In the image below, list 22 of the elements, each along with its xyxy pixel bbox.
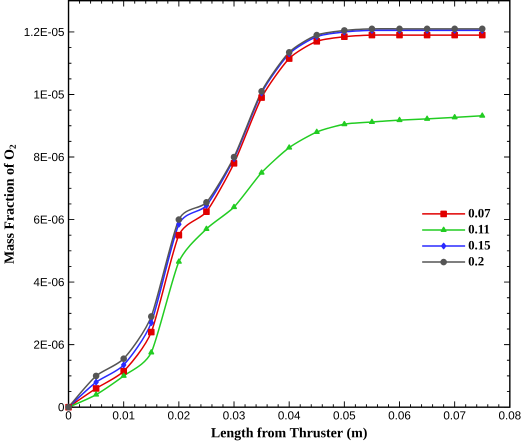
x-axis-title: Length from Thruster (m) (211, 427, 367, 440)
y-tick-label: 8E-06 (34, 152, 64, 162)
x-tick-label: 0 (66, 411, 72, 420)
legend-label: 0.11 (468, 224, 490, 234)
x-tick-label: 0.01 (112, 411, 134, 420)
x-tick-label: 0.04 (278, 411, 300, 420)
x-tick-label: 0.07 (444, 411, 466, 420)
x-tick-label: 0.06 (388, 411, 410, 420)
x-tick-label: 0.02 (168, 411, 190, 420)
y-axis-title: Mass Fraction of O$_{2}$ (4, 144, 16, 264)
y-tick-label: 6E-06 (34, 215, 64, 224)
legend-label: 0.07 (468, 208, 490, 218)
y-tick-label: 2E-06 (34, 340, 64, 349)
x-tick-label: 0.05 (333, 411, 356, 420)
y-tick-label: 1E-05 (34, 90, 64, 98)
y-tick-label: 1.2E-05 (24, 28, 64, 36)
y-tick-label: 0 (58, 402, 64, 412)
x-tick-label: 0.08 (498, 411, 521, 420)
legend-label: 0.15 (468, 240, 490, 250)
y-tick-label: 4E-06 (34, 278, 64, 286)
legend-label: 0.2 (468, 256, 484, 266)
x-tick-label: 0.03 (223, 411, 245, 420)
